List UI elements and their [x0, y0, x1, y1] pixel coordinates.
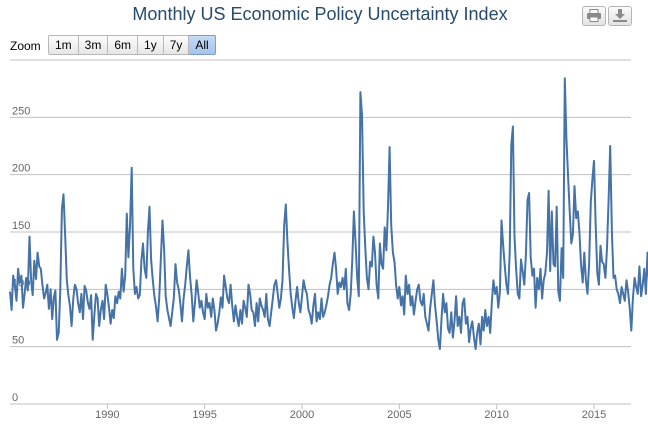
zoom-3m-button[interactable]: 3m: [78, 35, 109, 55]
zoom-6m-button[interactable]: 6m: [108, 35, 139, 55]
chart-title: Monthly US Economic Policy Uncertainty I…: [132, 4, 508, 24]
series-group: [9, 77, 648, 350]
y-tick-label: 250: [12, 105, 30, 117]
zoom-7y-button[interactable]: 7y: [163, 35, 190, 55]
zoom-all-button[interactable]: All: [189, 35, 216, 55]
x-tick-label: 2010: [484, 409, 508, 421]
zoom-label: Zoom: [10, 39, 41, 53]
x-tick-label: 1995: [192, 409, 216, 421]
print-icon: [587, 9, 601, 22]
x-tick-label: 2005: [387, 409, 411, 421]
print-button[interactable]: [582, 6, 606, 26]
x-axis: 1990 1995 2000 2005 2010 2015: [10, 403, 631, 421]
zoom-1m-button[interactable]: 1m: [48, 35, 79, 55]
y-tick-label: 50: [12, 335, 24, 347]
x-tick-label: 2015: [582, 409, 606, 421]
y-tick-label: 0: [12, 392, 18, 404]
download-icon: [613, 9, 627, 22]
series-line[interactable]: [9, 77, 648, 350]
y-tick-label: 150: [12, 220, 30, 232]
x-tick-label: 1990: [95, 409, 119, 421]
y-tick-label: 200: [12, 163, 30, 175]
range-selector: 1m 3m 6m 1y 7y All: [48, 35, 216, 55]
zoom-1y-button[interactable]: 1y: [138, 35, 164, 55]
download-button[interactable]: [608, 6, 632, 26]
x-tick-label: 2000: [290, 409, 314, 421]
